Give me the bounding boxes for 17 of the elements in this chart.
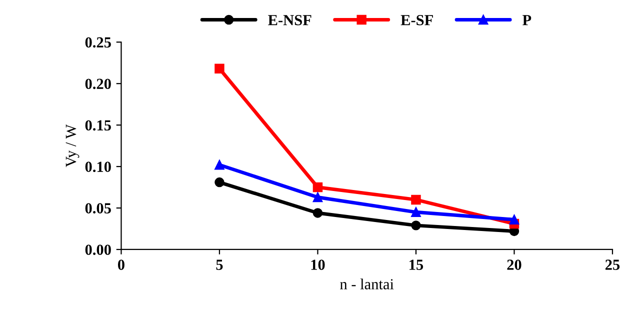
legend-label: P bbox=[522, 15, 532, 26]
y-tick-label: 0.10 bbox=[85, 162, 111, 172]
x-tick-label: 25 bbox=[605, 260, 620, 270]
y-tick-label: 0.20 bbox=[85, 78, 111, 90]
x-tick-label: 0 bbox=[118, 260, 124, 270]
y-tick-label: 0.05 bbox=[85, 203, 111, 214]
x-tick-label: 20 bbox=[507, 260, 522, 270]
y-tick-label: 0.25 bbox=[85, 37, 111, 48]
x-tick-label: 5 bbox=[216, 260, 223, 270]
x-axis-title: n - lantai bbox=[340, 278, 394, 290]
legend-label: E-NSF bbox=[268, 15, 312, 26]
x-tick-label: 15 bbox=[410, 260, 424, 270]
legend-label: E-SF bbox=[400, 15, 433, 26]
y-tick-label: 0.00 bbox=[85, 244, 111, 255]
y-axis-title: Vy / W bbox=[66, 124, 80, 168]
y-tick-label: 0.15 bbox=[85, 120, 111, 131]
x-tick-label: 10 bbox=[311, 260, 325, 270]
